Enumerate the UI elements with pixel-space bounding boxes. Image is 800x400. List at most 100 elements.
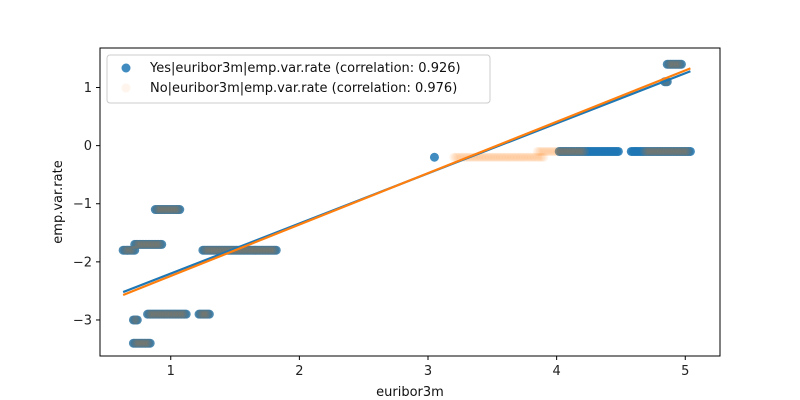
- data-point: [152, 309, 162, 319]
- data-point: [259, 245, 269, 255]
- data-point: [681, 146, 691, 156]
- data-point: [212, 245, 222, 255]
- data-point: [156, 205, 166, 215]
- data-point: [575, 146, 585, 156]
- data-point: [178, 309, 188, 319]
- data-point: [450, 152, 460, 162]
- data-point: [509, 152, 519, 162]
- data-point: [528, 152, 538, 162]
- data-point: [679, 146, 689, 156]
- data-point: [157, 239, 167, 249]
- data-point: [203, 309, 213, 319]
- data-point: [155, 239, 165, 249]
- data-point: [204, 309, 214, 319]
- data-point: [157, 239, 167, 249]
- data-point: [170, 309, 180, 319]
- data-point: [508, 152, 518, 162]
- data-point: [163, 205, 173, 215]
- data-point: [132, 315, 142, 325]
- data-point: [177, 309, 187, 319]
- data-point: [267, 245, 277, 255]
- data-point: [152, 205, 162, 215]
- data-point: [164, 205, 174, 215]
- data-point: [656, 146, 666, 156]
- data-point: [665, 59, 675, 69]
- data-point: [505, 152, 515, 162]
- data-point: [494, 152, 504, 162]
- data-point: [653, 146, 663, 156]
- data-point: [253, 245, 263, 255]
- data-point: [580, 146, 590, 156]
- data-point: [141, 338, 151, 348]
- data-point: [142, 239, 152, 249]
- data-point: [685, 146, 695, 156]
- data-point: [569, 146, 579, 156]
- data-point: [158, 205, 168, 215]
- data-point: [552, 146, 562, 156]
- data-point: [209, 245, 219, 255]
- data-point: [546, 146, 556, 156]
- data-point: [175, 205, 185, 215]
- series-points-1: [118, 59, 694, 348]
- data-point: [492, 152, 502, 162]
- data-point: [196, 309, 206, 319]
- data-point: [153, 205, 163, 215]
- data-point: [166, 309, 176, 319]
- data-point: [261, 245, 271, 255]
- legend-label-yes: Yes|euribor3m|emp.var.rate (correlation:…: [149, 61, 461, 76]
- data-point: [175, 309, 185, 319]
- data-point: [661, 146, 671, 156]
- data-point: [172, 309, 182, 319]
- data-point: [515, 152, 525, 162]
- data-point: [497, 152, 507, 162]
- data-point: [495, 152, 505, 162]
- data-point: [557, 146, 567, 156]
- data-point: [198, 245, 208, 255]
- data-point: [139, 239, 149, 249]
- data-point: [522, 152, 532, 162]
- data-point: [130, 315, 140, 325]
- data-point: [148, 239, 158, 249]
- data-point: [673, 59, 683, 69]
- data-point: [568, 146, 578, 156]
- data-point: [139, 338, 149, 348]
- data-point: [531, 152, 541, 162]
- data-point: [670, 146, 680, 156]
- data-point: [540, 146, 550, 156]
- data-point: [512, 152, 522, 162]
- data-point: [560, 146, 570, 156]
- data-point: [669, 59, 679, 69]
- data-point: [543, 146, 553, 156]
- data-point: [204, 309, 214, 319]
- data-point: [164, 309, 174, 319]
- data-point: [652, 146, 662, 156]
- data-point: [130, 245, 140, 255]
- data-point: [201, 245, 211, 255]
- x-tick-label: 4: [552, 364, 560, 379]
- data-point: [152, 239, 162, 249]
- data-point: [133, 338, 143, 348]
- data-point: [170, 205, 180, 215]
- data-point: [537, 152, 547, 162]
- data-point: [520, 152, 530, 162]
- data-point: [551, 146, 561, 156]
- data-point: [128, 338, 138, 348]
- data-point: [169, 205, 179, 215]
- data-point: [163, 309, 173, 319]
- x-axis: 1 2 3 4 5: [167, 356, 689, 379]
- data-point: [481, 152, 491, 162]
- data-point: [250, 245, 260, 255]
- data-point: [484, 152, 494, 162]
- data-point: [486, 152, 496, 162]
- data-point: [172, 205, 182, 215]
- data-point: [173, 309, 183, 319]
- data-point: [167, 309, 177, 319]
- y-tick-label: 1: [84, 81, 92, 96]
- data-point: [498, 152, 508, 162]
- data-point: [207, 245, 217, 255]
- data-point: [200, 309, 210, 319]
- data-point: [562, 146, 572, 156]
- data-point: [265, 245, 275, 255]
- data-point: [134, 239, 144, 249]
- data-point: [642, 146, 652, 156]
